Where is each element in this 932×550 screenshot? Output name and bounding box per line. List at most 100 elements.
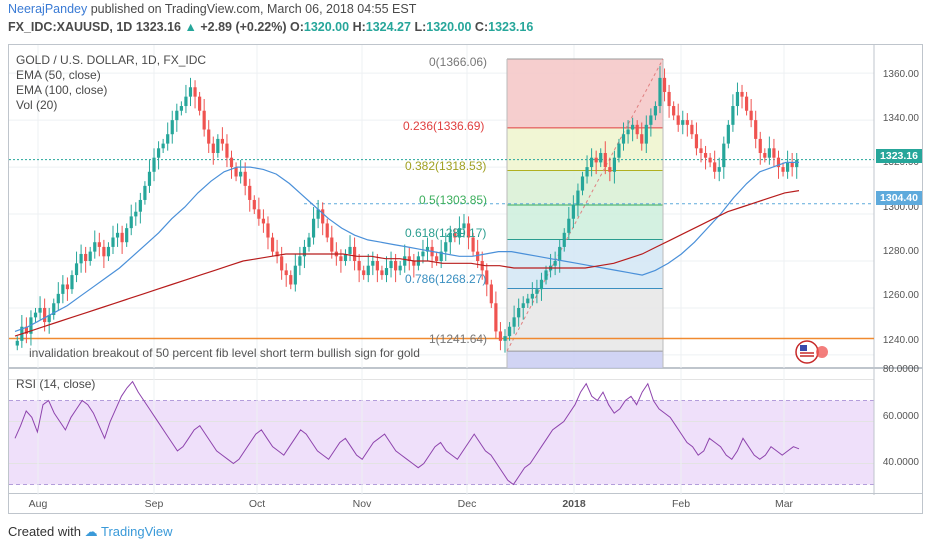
candle-body — [685, 120, 689, 125]
candle-body — [152, 157, 156, 172]
candle-body — [115, 232, 120, 238]
candle-body — [790, 162, 794, 168]
created-with-label: Created with — [8, 524, 81, 539]
candle-body — [608, 167, 612, 172]
candle-body — [366, 265, 370, 276]
price-label: 1280.00 — [882, 246, 919, 257]
candle-body — [389, 261, 393, 269]
candle-body — [466, 223, 471, 238]
candle-body — [786, 162, 790, 172]
fib-label-5: 0.5(1303.85) — [419, 193, 488, 207]
fib-label-786: 0.786(1268.27) — [405, 272, 487, 286]
legend-ema100[interactable]: EMA (100, close) — [16, 83, 108, 97]
publish-header: NeerajPandey published on TradingView.co… — [8, 2, 416, 16]
publish-info: published on TradingView.com, March 06, … — [90, 2, 417, 16]
candle-body — [576, 190, 580, 205]
candle-body — [512, 317, 516, 327]
x-label: Oct — [248, 498, 266, 510]
candle-body — [676, 115, 680, 125]
candle-body — [653, 106, 658, 116]
price-chart-panel[interactable]: GOLD / U.S. DOLLAR, 1D, FX_IDC EMA (50, … — [8, 44, 924, 369]
level-price-tag: 1304.40 — [876, 191, 922, 205]
candle-body — [667, 91, 671, 107]
chart-annotation[interactable]: invalidation breakout of 50 percent fib … — [29, 346, 420, 360]
low-value: 1320.00 — [426, 20, 472, 34]
fib-zone — [507, 170, 663, 206]
candle-body — [722, 143, 726, 168]
candle-body — [248, 185, 252, 200]
candle-body — [257, 209, 261, 219]
candle-body — [489, 284, 493, 304]
ema100-line — [14, 190, 800, 337]
up-arrow-icon: ▲ — [184, 20, 197, 34]
rsi-chart[interactable] — [9, 369, 924, 495]
candle-body — [590, 157, 594, 168]
candle-body — [644, 124, 648, 144]
candle-body — [617, 143, 621, 158]
candle-body — [74, 263, 79, 276]
candle-body — [781, 167, 785, 172]
price-chart[interactable] — [9, 45, 924, 369]
tradingview-logo-icon[interactable]: ☁ — [84, 524, 98, 539]
candle-body — [52, 303, 56, 315]
candle-body — [375, 261, 379, 271]
candle-body — [102, 246, 106, 257]
ema50-line — [14, 161, 799, 332]
legend-volume[interactable]: Vol (20) — [16, 98, 58, 112]
candle-body — [111, 237, 115, 247]
candle-body — [626, 129, 630, 135]
candle-body — [198, 96, 202, 111]
candle-body — [220, 138, 224, 144]
tradingview-link[interactable]: TradingView — [101, 524, 173, 539]
candle-body — [740, 91, 744, 97]
candle-body — [252, 199, 256, 210]
candle-body — [188, 87, 193, 97]
candle-body — [585, 167, 589, 177]
candle-body — [544, 270, 548, 280]
candle-body — [79, 253, 83, 264]
candle-body — [15, 340, 19, 346]
x-label: Aug — [28, 498, 48, 510]
open-value: 1320.00 — [303, 20, 350, 34]
rsi-legend[interactable]: RSI (14, close) — [16, 377, 96, 391]
fib-zone — [507, 351, 663, 369]
candle-body — [293, 265, 297, 285]
candle-body — [184, 96, 188, 107]
candle-body — [129, 216, 133, 229]
candle-body — [270, 237, 275, 252]
x-label: Feb — [671, 498, 691, 510]
candle-body — [138, 199, 142, 212]
candle-body — [776, 157, 781, 168]
candle-body — [699, 148, 703, 153]
fib-label-236: 0.236(1336.69) — [403, 119, 485, 133]
candle-body — [384, 268, 389, 276]
candle-body — [357, 261, 361, 271]
low-label: L: — [414, 20, 427, 34]
candle-body — [298, 256, 302, 266]
candle-body — [421, 251, 425, 257]
candle-body — [24, 326, 28, 334]
candle-body — [517, 307, 521, 318]
candle-body — [558, 246, 562, 261]
price-label: 1240.00 — [882, 335, 919, 346]
candle-body — [343, 253, 348, 261]
candle-body — [662, 77, 667, 92]
time-axis[interactable]: Aug Sep Oct Nov Dec 2018 Feb Mar — [8, 494, 923, 514]
candle-body — [763, 153, 767, 158]
price-change: +2.89 (+0.22%) — [200, 20, 287, 34]
author-link[interactable]: NeerajPandey — [8, 2, 88, 16]
candle-body — [65, 284, 70, 290]
candle-body — [594, 157, 598, 163]
rsi-panel[interactable]: RSI (14, close) 80.0000 60.0000 40.0000 — [8, 364, 924, 495]
candle-body — [681, 120, 685, 125]
legend-symbol[interactable]: GOLD / U.S. DOLLAR, 1D, FX_IDC — [16, 53, 207, 67]
candle-body — [631, 124, 635, 130]
candle-body — [97, 242, 101, 247]
candle-body — [772, 148, 776, 158]
legend-ema50[interactable]: EMA (50, close) — [16, 68, 101, 82]
candle-body — [93, 242, 97, 252]
symbol-name: FX_IDC:XAUUSD, 1D — [8, 20, 133, 34]
fib-label-618: 0.618(1289.17) — [405, 226, 487, 240]
candle-body — [795, 160, 799, 168]
candle-body — [47, 315, 51, 323]
